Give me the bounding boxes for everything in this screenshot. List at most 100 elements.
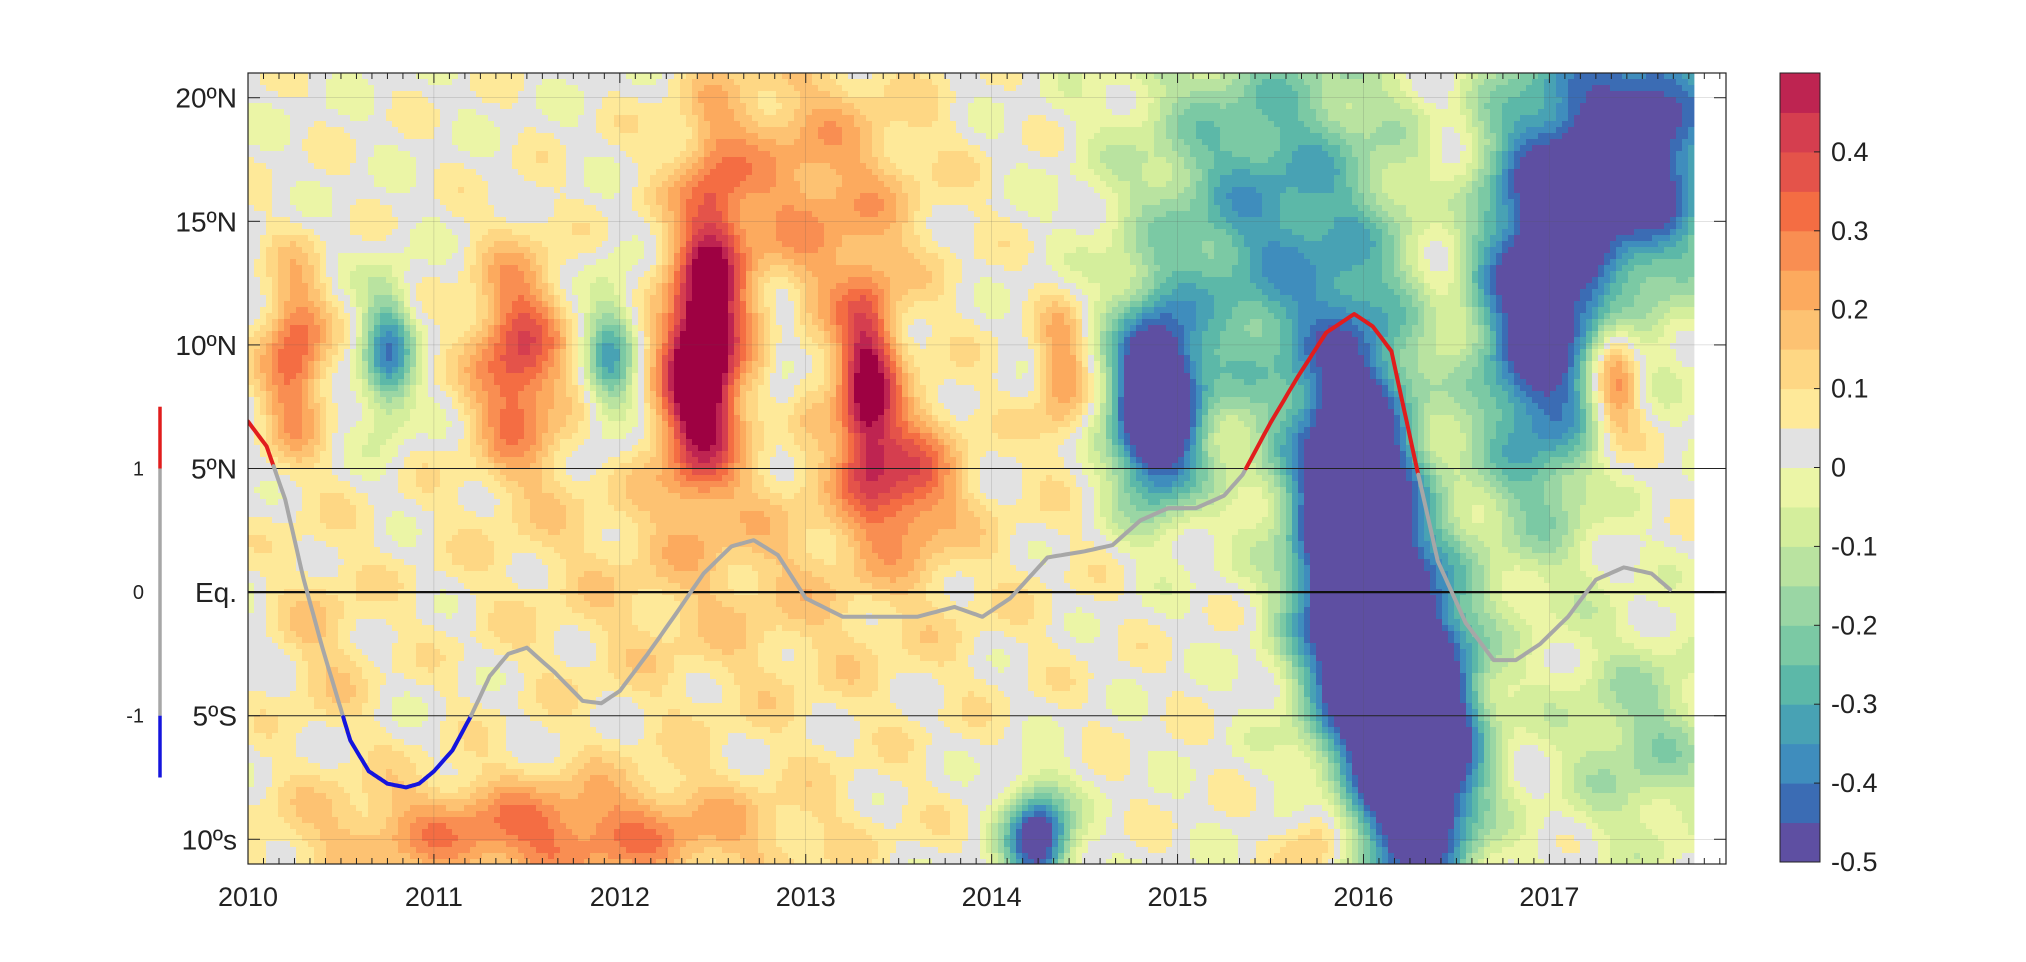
heatmap-cell [1640,367,1647,374]
heatmap-cell [746,313,753,320]
heatmap-cell [1388,403,1395,410]
heatmap-cell [1490,151,1497,158]
heatmap-cell [1454,175,1473,182]
heatmap-cell [788,121,807,128]
heatmap-cell [1688,151,1695,158]
heatmap-cell [812,109,843,116]
heatmap-cell [728,247,735,254]
heatmap-cell [974,127,1005,134]
heatmap-cell [554,325,561,332]
heatmap-cell [608,403,621,410]
heatmap-cell [1484,211,1497,218]
heatmap-cell [1028,211,1053,218]
heatmap-cell [458,397,471,404]
heatmap-cell [332,199,357,206]
heatmap-cell [1112,391,1119,398]
heatmap-cell [1232,235,1245,242]
heatmap-cell [1220,73,1239,80]
heatmap-cell [662,391,669,398]
heatmap-cell [1604,385,1611,392]
heatmap-cell [1610,307,1623,314]
heatmap-cell [770,313,777,320]
heatmap-cell [890,361,897,368]
heatmap-cell [674,415,681,422]
heatmap-cell [848,373,855,380]
heatmap-cell [758,295,765,302]
heatmap-cell [1466,145,1473,152]
heatmap-cell [680,79,693,86]
heatmap-cell [1526,409,1545,416]
heatmap-cell [1406,133,1419,140]
heatmap-cell [602,193,615,200]
heatmap-cell [620,379,627,386]
heatmap-cell [1046,379,1053,386]
heatmap-cell [1220,397,1251,404]
heatmap-cell [416,157,513,164]
heatmap-cell [620,319,627,326]
heatmap-cell [884,409,891,416]
heatmap-cell [914,319,927,326]
heatmap-cell [776,181,801,188]
heatmap-cell [392,349,399,356]
heatmap-cell [896,343,903,350]
heatmap-cell [1628,373,1635,380]
heatmap-cell [1124,331,1131,338]
heatmap-cell [1376,343,1383,350]
heatmap-cell [950,343,981,350]
heatmap-cell [662,271,669,278]
heatmap-cell [602,97,639,104]
heatmap-cell [410,379,417,386]
heatmap-cell [764,325,771,332]
heatmap-cell [1316,331,1353,338]
heatmap-cell [1136,331,1173,338]
heatmap-cell [1394,73,1407,80]
heatmap-cell [1070,397,1083,404]
heatmap-cell [1472,121,1485,128]
heatmap-cell [1460,253,1467,260]
heatmap-cell [410,325,417,332]
heatmap-cell [854,355,861,362]
heatmap-cell [680,271,687,278]
heatmap-cell [260,403,267,410]
heatmap-cell [1208,187,1215,194]
heatmap-cell [1466,265,1473,272]
heatmap-cell [686,301,729,308]
heatmap-cell [512,157,537,164]
heatmap-cell [1082,289,1101,296]
heatmap-cell [362,385,369,392]
heatmap-cell [686,307,729,314]
heatmap-cell [476,343,489,350]
heatmap-cell [1100,379,1107,386]
heatmap-cell [320,337,327,344]
heatmap-cell [1454,247,1461,254]
heatmap-cell [1034,313,1041,320]
heatmap-cell [272,337,279,344]
heatmap-cell [1172,103,1191,110]
heatmap-cell [974,289,1011,296]
heatmap-cell [1484,421,1497,428]
heatmap-cell [854,367,861,374]
heatmap-cell [614,121,639,128]
heatmap-cell [686,241,693,248]
heatmap-cell [1688,199,1695,206]
heatmap-cell [1424,283,1431,290]
heatmap-cell [1382,349,1395,356]
heatmap-cell [1100,313,1107,320]
heatmap-cell [1580,409,1587,416]
heatmap-cell [740,355,747,362]
heatmap-cell [566,421,579,428]
heatmap-cell [1250,73,1299,80]
heatmap-cell [590,337,597,344]
heatmap-cell [680,289,687,296]
heatmap-cell [1454,265,1461,272]
heatmap-cell [848,73,873,80]
heatmap-cell [674,337,681,344]
heatmap-cell [1586,355,1593,362]
heatmap-cell [548,373,561,380]
heatmap-cell [668,187,681,194]
heatmap-cell [1628,409,1641,416]
heatmap-cell [878,349,885,356]
heatmap-cell [1118,199,1131,206]
heatmap-cell [752,295,759,302]
heatmap-cell [1196,421,1203,428]
